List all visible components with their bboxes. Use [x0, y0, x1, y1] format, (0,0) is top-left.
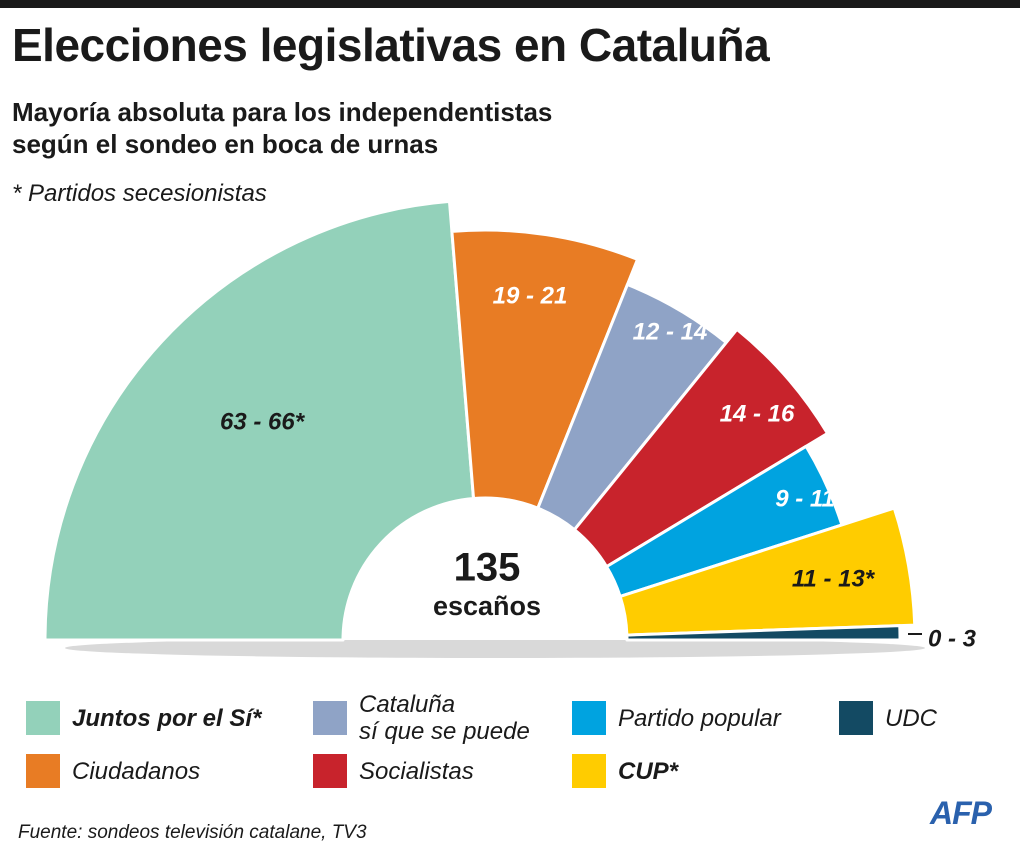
legend-swatch: [313, 754, 347, 788]
slice-label: 14 - 16: [720, 400, 795, 427]
slice-label: 9 - 11: [775, 485, 835, 512]
legend-label-line: Partido popular: [618, 704, 781, 732]
subtitle-line-1: Mayoría absoluta para los independentist…: [12, 97, 553, 127]
total-seats-label: escaños: [433, 591, 541, 621]
legend-label: Socialistas: [359, 758, 474, 785]
legend-label: Partido popular: [618, 705, 781, 732]
legend-label-line: sí que se puede: [359, 718, 530, 745]
legend-label: Ciudadanos: [72, 758, 200, 785]
legend-label-line: Socialistas: [359, 757, 474, 785]
legend-swatch: [26, 754, 60, 788]
slice-label: 11 - 13*: [792, 565, 876, 592]
legend-item: Ciudadanos: [26, 754, 200, 788]
secessionist-note: * Partidos secesionistas: [12, 180, 267, 207]
legend-item: Cataluña sí que se puede: [313, 691, 530, 745]
total-seats-number: 135: [454, 546, 521, 590]
center-hub: [343, 498, 627, 640]
legend-swatch: [572, 701, 606, 735]
legend-label-line: UDC: [885, 704, 937, 732]
legend-swatch: [26, 701, 60, 735]
slice-label: 0 - 3: [928, 625, 977, 652]
slice-label: 12 - 14: [633, 318, 708, 345]
legend-label-line: Ciudadanos: [72, 757, 201, 785]
legend-swatch: [839, 701, 873, 735]
legend-label: Cataluña sí que se puede: [359, 691, 530, 745]
slice-label: 19 - 21: [493, 282, 568, 309]
slice-label: 63 - 66*: [220, 408, 306, 435]
chart-subtitle: Mayoría absoluta para los independentist…: [12, 96, 552, 160]
legend-item: Socialistas: [313, 754, 474, 788]
legend-label: CUP*: [618, 758, 678, 785]
legend-label-line: Cataluña: [359, 691, 456, 718]
top-rule: [0, 0, 1020, 8]
chart-shadow: [65, 638, 925, 658]
legend-item: Partido popular: [572, 701, 781, 735]
afp-logo: AFP: [930, 795, 992, 831]
legend-swatch: [572, 754, 606, 788]
legend-label: Juntos por el Sí*: [72, 705, 261, 732]
legend-label: UDC: [885, 705, 937, 732]
chart-title: Elecciones legislativas en Cataluña: [12, 19, 770, 71]
subtitle-line-2: según el sondeo en boca de urnas: [12, 129, 439, 159]
legend-swatch: [313, 701, 347, 735]
source-note: Fuente: sondeos televisión catalane, TV3: [18, 822, 367, 843]
legend-item: CUP*: [572, 754, 678, 788]
legend-item: Juntos por el Sí*: [26, 701, 261, 735]
legend-item: UDC: [839, 701, 937, 735]
legend-label-line: CUP*: [618, 757, 679, 785]
legend-label-line: Juntos por el Sí*: [72, 704, 262, 732]
